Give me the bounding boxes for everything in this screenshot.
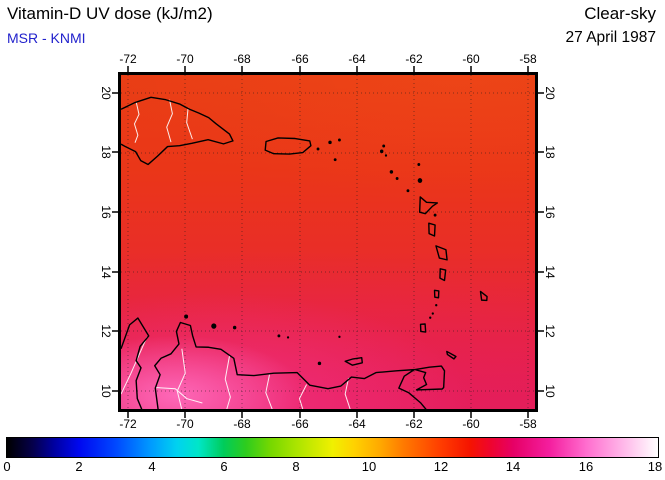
colorbar-tick-label: 4 — [148, 459, 156, 474]
lon-tick-label-top: -68 — [233, 52, 251, 66]
colorbar-tick-label: 10 — [361, 459, 377, 474]
lon-tick-label-bottom: -60 — [462, 417, 480, 431]
colorbar — [6, 437, 659, 458]
lat-tick-label-right: 18 — [543, 145, 557, 159]
guajira-maracaibo-coast — [121, 318, 149, 409]
lat-tick-label-left: 16 — [99, 205, 113, 219]
lon-tick-label-bottom: -66 — [291, 417, 309, 431]
lat-tick-label-right: 10 — [543, 384, 557, 398]
map-panel — [118, 72, 538, 412]
puerto-rico-coast — [265, 138, 311, 154]
country-borders — [121, 100, 350, 409]
hispaniola-coast — [121, 97, 233, 164]
date-label: 27 April 1987 — [565, 29, 657, 46]
sky-condition-label: Clear-sky — [584, 4, 656, 23]
coastlines — [121, 97, 487, 409]
lon-tick-label-top: -58 — [519, 52, 537, 66]
trinidad-coast — [415, 366, 444, 390]
lon-tick-label-top: -66 — [291, 52, 309, 66]
st-lucia-coast — [440, 269, 446, 281]
lon-tick-label-top: -70 — [176, 52, 194, 66]
lat-tick-label-left: 20 — [99, 86, 113, 100]
lat-tick-label-right: 16 — [543, 205, 557, 219]
lon-tick-label-bottom: -58 — [519, 417, 537, 431]
small-islands — [184, 138, 438, 366]
figure-title: Vitamin-D UV dose (kJ/m2) — [7, 4, 213, 23]
colorbar-tick-label: 8 — [292, 459, 300, 474]
lon-tick-label-bottom: -62 — [405, 417, 423, 431]
colorbar-tick-label: 6 — [220, 459, 228, 474]
lon-tick-label-bottom: -64 — [348, 417, 366, 431]
lat-tick-label-right: 12 — [543, 324, 557, 338]
lat-tick-label-right: 20 — [543, 86, 557, 100]
graticule — [121, 75, 535, 409]
lon-tick-label-top: -62 — [405, 52, 423, 66]
uv-dose-field — [121, 75, 535, 409]
barbados-coast — [480, 291, 487, 300]
lon-tick-label-bottom: -72 — [119, 417, 137, 431]
lat-tick-label-left: 18 — [99, 145, 113, 159]
colorbar-tick-label: 12 — [433, 459, 449, 474]
grenada-coast — [421, 324, 426, 332]
colorbar-tick-label: 0 — [3, 459, 11, 474]
lat-tick-label-left: 14 — [99, 265, 113, 279]
lon-tick-label-top: -64 — [348, 52, 366, 66]
lat-tick-label-right: 14 — [543, 265, 557, 279]
colorbar-tick-label: 14 — [505, 459, 521, 474]
lat-tick-label-left: 10 — [99, 384, 113, 398]
martinique-coast — [436, 246, 447, 260]
venezuela-coast — [155, 323, 427, 409]
dominica-coast — [429, 223, 435, 236]
guadeloupe-coast — [420, 197, 438, 214]
lon-tick-label-top: -72 — [119, 52, 137, 66]
lon-tick-label-bottom: -68 — [233, 417, 251, 431]
colorbar-tick-label: 2 — [75, 459, 83, 474]
tobago-coast — [447, 351, 456, 358]
map-overlay — [121, 75, 535, 409]
lat-tick-label-left: 12 — [99, 324, 113, 338]
colorbar-tick-label: 18 — [647, 459, 663, 474]
margarita-coast — [345, 358, 362, 365]
st-vincent-coast — [435, 290, 439, 297]
source-label: MSR - KNMI — [7, 30, 86, 46]
lon-tick-label-bottom: -70 — [176, 417, 194, 431]
colorbar-tick-label: 16 — [578, 459, 594, 474]
lon-tick-label-top: -60 — [462, 52, 480, 66]
